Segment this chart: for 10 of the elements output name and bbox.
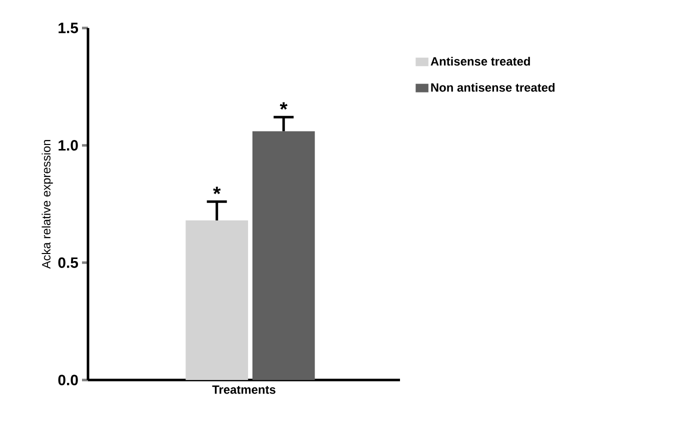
y-tick-label: 0.0	[58, 374, 78, 386]
data-label: *	[213, 186, 221, 194]
legend-label: Antisense treated	[430, 56, 530, 66]
y-tick-label: 1.0	[58, 140, 78, 151]
y-tick-label: 1.5	[58, 22, 78, 34]
data-label: *	[280, 102, 288, 110]
legend-label: Non antisense treated	[431, 82, 555, 92]
y-tick-label: 0.5	[58, 257, 78, 268]
y-axis-title: Acka relative expression	[42, 140, 53, 269]
x-axis-title: Treatments	[212, 386, 276, 394]
